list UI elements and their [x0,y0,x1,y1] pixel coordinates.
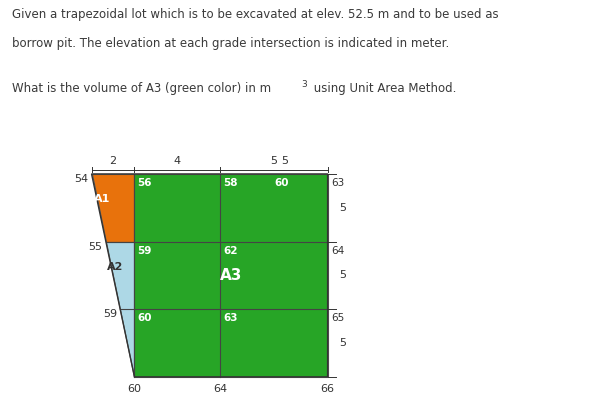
Text: Given a trapezoidal lot which is to be excavated at elev. 52.5 m and to be used : Given a trapezoidal lot which is to be e… [12,8,499,21]
Text: 64: 64 [213,384,227,394]
Text: 56: 56 [137,178,151,188]
Text: A3: A3 [220,268,242,283]
Text: 2: 2 [109,156,117,166]
Text: 5: 5 [339,338,347,348]
Text: 63: 63 [223,313,237,323]
Text: 58: 58 [223,178,237,188]
Polygon shape [134,174,328,377]
Text: 65: 65 [331,313,344,323]
Polygon shape [106,242,134,377]
Text: 59: 59 [137,246,151,256]
Text: 64: 64 [331,246,344,256]
Text: 54: 54 [74,174,88,184]
Text: 60: 60 [137,313,151,323]
Polygon shape [92,174,134,242]
Text: 63: 63 [331,178,344,188]
Text: using Unit Area Method.: using Unit Area Method. [310,82,457,95]
Text: 60: 60 [128,384,142,394]
Text: 62: 62 [223,246,237,256]
Text: 60: 60 [274,178,288,188]
Text: 5: 5 [339,271,347,280]
Text: 66: 66 [320,384,334,394]
Text: 55: 55 [89,242,103,252]
Text: A2: A2 [107,262,123,272]
Text: 5: 5 [281,156,288,166]
Text: What is the volume of A3 (green color) in m: What is the volume of A3 (green color) i… [12,82,271,95]
Text: 4: 4 [174,156,181,166]
Text: 5: 5 [271,156,277,166]
Text: 5: 5 [339,203,347,213]
Text: 59: 59 [103,309,117,319]
Text: borrow pit. The elevation at each grade intersection is indicated in meter.: borrow pit. The elevation at each grade … [12,37,449,50]
Text: A1: A1 [94,194,110,204]
Text: 3: 3 [301,80,306,89]
